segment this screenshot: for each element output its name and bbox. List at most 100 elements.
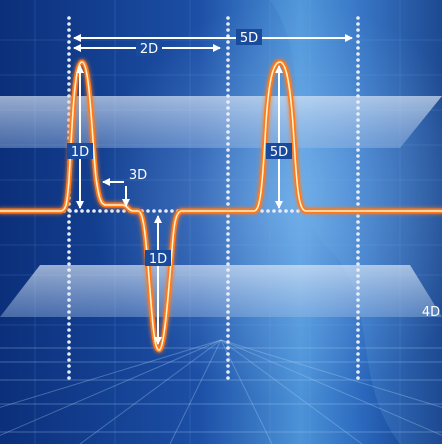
- axis-dot: [356, 58, 360, 62]
- axis-dot: [226, 274, 230, 278]
- axis-dot: [356, 280, 360, 284]
- axis-dot: [356, 16, 360, 20]
- axis-dot: [356, 334, 360, 338]
- axis-dot: [67, 82, 71, 86]
- axis-dot: [67, 28, 71, 32]
- axis-dot: [356, 358, 360, 362]
- axis-dot: [356, 160, 360, 164]
- axis-dot: [226, 106, 230, 110]
- axis-dot: [226, 130, 230, 134]
- axis-dot: [164, 209, 168, 213]
- axis-dot: [226, 16, 230, 20]
- axis-dot: [67, 286, 71, 290]
- axis-dot: [356, 82, 360, 86]
- axis-dot: [356, 130, 360, 134]
- axis-dot: [226, 316, 230, 320]
- axis-dot: [226, 124, 230, 128]
- axis-dot: [226, 142, 230, 146]
- axis-dot: [152, 209, 156, 213]
- axis-dot: [226, 88, 230, 92]
- axis-dot: [356, 226, 360, 230]
- axis-dot: [67, 238, 71, 242]
- axis-dot: [67, 88, 71, 92]
- axis-dot: [67, 220, 71, 224]
- axis-dot: [67, 232, 71, 236]
- axis-dot: [284, 209, 288, 213]
- axis-dot: [356, 22, 360, 26]
- axis-dot: [356, 172, 360, 176]
- axis-dot: [67, 292, 71, 296]
- axis-dot: [356, 346, 360, 350]
- axis-dot: [226, 268, 230, 272]
- axis-dot: [122, 209, 126, 213]
- axis-dot: [67, 76, 71, 80]
- axis-dot: [67, 34, 71, 38]
- axis-dot: [226, 178, 230, 182]
- axis-dot: [356, 184, 360, 188]
- axis-dot: [356, 286, 360, 290]
- axis-dot: [226, 292, 230, 296]
- axis-dot: [356, 34, 360, 38]
- axis-dot: [67, 334, 71, 338]
- axis-dot: [356, 244, 360, 248]
- axis-dot: [356, 274, 360, 278]
- axis-dot: [356, 100, 360, 104]
- axis-dot: [67, 106, 71, 110]
- axis-dot: [67, 244, 71, 248]
- axis-dot: [226, 136, 230, 140]
- axis-dot: [356, 250, 360, 254]
- axis-dot: [356, 268, 360, 272]
- axis-dot: [226, 202, 230, 206]
- axis-dot: [67, 316, 71, 320]
- waveform-core: [0, 61, 442, 351]
- label-top-5d: 5D: [240, 31, 258, 46]
- axis-dot: [356, 64, 360, 68]
- axis-dot: [226, 250, 230, 254]
- axis-dot: [226, 118, 230, 122]
- axis-dot: [356, 256, 360, 260]
- axis-dot: [226, 232, 230, 236]
- axis-dot: [67, 100, 71, 104]
- axis-dot: [226, 70, 230, 74]
- axis-dot: [356, 292, 360, 296]
- axis-dot: [356, 322, 360, 326]
- axis-dot: [356, 370, 360, 374]
- axis-dot: [67, 58, 71, 62]
- axis-dot: [356, 238, 360, 242]
- axis-dot: [226, 346, 230, 350]
- axis-dot: [226, 184, 230, 188]
- axis-dot: [356, 88, 360, 92]
- label-negative-1d: 1D: [149, 252, 167, 267]
- axis-dot: [67, 52, 71, 56]
- axis-dot: [226, 310, 230, 314]
- axis-dot: [67, 346, 71, 350]
- axis-dot: [356, 316, 360, 320]
- label-step-3d: 3D: [129, 168, 147, 183]
- axis-dot: [67, 70, 71, 74]
- axis-dot: [226, 160, 230, 164]
- axis-dot: [86, 209, 90, 213]
- label-top-2d: 2D: [140, 42, 158, 57]
- axis-dot: [67, 322, 71, 326]
- axis-dot: [356, 124, 360, 128]
- upper-plane: [0, 96, 442, 148]
- axis-dot: [356, 142, 360, 146]
- axis-dot: [226, 154, 230, 158]
- axis-dot: [356, 376, 360, 380]
- axis-dot: [226, 52, 230, 56]
- axis-dot: [226, 328, 230, 332]
- axis-dot: [356, 178, 360, 182]
- axis-dot: [226, 358, 230, 362]
- dimension-arrows: [73, 34, 353, 345]
- axis-dot: [226, 196, 230, 200]
- axis-dot: [226, 238, 230, 242]
- axis-dot: [226, 304, 230, 308]
- axis-dot: [92, 209, 96, 213]
- axis-dot: [356, 214, 360, 218]
- axis-dot: [226, 166, 230, 170]
- axis-dot: [226, 364, 230, 368]
- axis-dot: [356, 190, 360, 194]
- axis-dot: [356, 106, 360, 110]
- axis-dot: [226, 298, 230, 302]
